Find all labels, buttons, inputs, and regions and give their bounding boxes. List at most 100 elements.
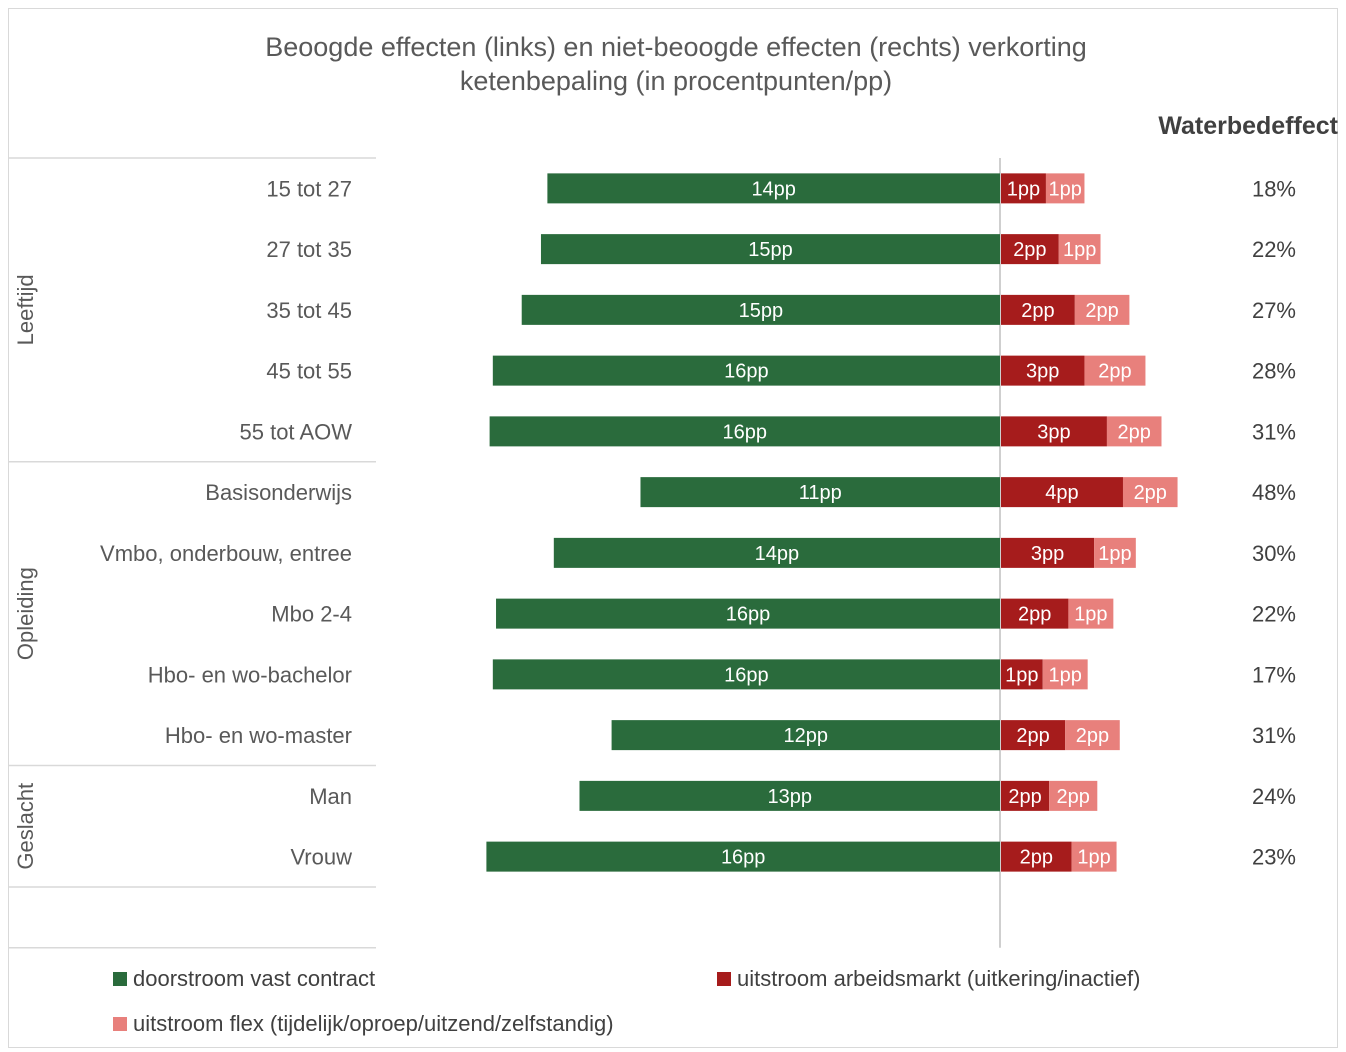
category-label: 35 tot 45 <box>266 298 352 323</box>
bar-label-uitstroom-flex: 1pp <box>1049 178 1082 200</box>
bar-doorstroom <box>640 477 1000 508</box>
bar-label-doorstroom: 15pp <box>748 239 793 261</box>
category-label: 15 tot 27 <box>266 176 352 201</box>
bar-uitstroom-flex <box>1065 720 1120 751</box>
group-label-opleiding: Opleiding <box>13 567 38 660</box>
bar-doorstroom <box>553 537 1000 568</box>
bar-label-doorstroom: 14pp <box>751 178 796 200</box>
waterbedeffect-value: 31% <box>1252 419 1296 444</box>
bar-label-uitstroom-flex: 2pp <box>1118 421 1151 443</box>
bar-uitstroom-arbeidsmarkt <box>1001 416 1107 447</box>
bar-uitstroom-arbeidsmarkt <box>1001 780 1050 811</box>
bar-doorstroom <box>489 416 1000 447</box>
bar-label-uitstroom-arbeidsmarkt: 2pp <box>1021 300 1054 322</box>
bar-uitstroom-flex <box>1068 598 1114 629</box>
bar-doorstroom <box>540 234 1000 265</box>
bar-label-uitstroom-arbeidsmarkt: 2pp <box>1018 604 1051 626</box>
bar-label-uitstroom-flex: 2pp <box>1076 725 1109 747</box>
category-label: 27 tot 35 <box>266 237 352 262</box>
bar-doorstroom <box>547 173 1000 204</box>
bar-label-uitstroom-arbeidsmarkt: 1pp <box>1007 178 1040 200</box>
waterbedeffect-value: 22% <box>1252 602 1296 627</box>
bar-label-doorstroom: 16pp <box>721 847 766 869</box>
waterbedeffect-value: 31% <box>1252 723 1296 748</box>
bar-label-doorstroom: 16pp <box>724 361 769 383</box>
bar-label-doorstroom: 16pp <box>726 604 771 626</box>
bar-uitstroom-arbeidsmarkt <box>1001 355 1085 386</box>
bar-label-uitstroom-arbeidsmarkt: 2pp <box>1016 725 1049 747</box>
bar-label-uitstroom-arbeidsmarkt: 3pp <box>1026 361 1059 383</box>
legend-label-uitstroom-arbeidsmarkt: uitstroom arbeidsmarkt (uitkering/inacti… <box>737 966 1141 991</box>
category-label: Vmbo, onderbouw, entree <box>100 541 352 566</box>
bar-doorstroom <box>492 355 1000 386</box>
legend-label-uitstroom-flex: uitstroom flex (tijdelijk/oproep/uitzend… <box>133 1011 614 1036</box>
bar-label-uitstroom-flex: 2pp <box>1134 482 1167 504</box>
legend-swatch-uitstroom-flex <box>113 1017 127 1031</box>
group-label-geslacht: Geslacht <box>13 783 38 870</box>
bar-uitstroom-arbeidsmarkt <box>1001 720 1066 751</box>
bar-doorstroom <box>492 659 1000 690</box>
bar-uitstroom-arbeidsmarkt <box>1001 841 1072 872</box>
waterbedeffect-value: 48% <box>1252 480 1296 505</box>
waterbedeffect-value: 23% <box>1252 845 1296 870</box>
bar-label-uitstroom-flex: 1pp <box>1074 604 1107 626</box>
bar-uitstroom-flex <box>1106 416 1162 447</box>
bar-label-uitstroom-flex: 1pp <box>1063 239 1096 261</box>
waterbedeffect-value: 28% <box>1252 359 1296 384</box>
bar-label-uitstroom-flex: 1pp <box>1098 543 1131 565</box>
bar-label-uitstroom-arbeidsmarkt: 2pp <box>1008 786 1041 808</box>
bar-label-uitstroom-arbeidsmarkt: 3pp <box>1037 421 1070 443</box>
bar-uitstroom-flex <box>1074 294 1130 325</box>
bar-doorstroom <box>521 294 1000 325</box>
category-label: Hbo- en wo-bachelor <box>148 662 352 687</box>
waterbedeffect-value: 24% <box>1252 784 1296 809</box>
bar-label-uitstroom-flex: 1pp <box>1077 847 1110 869</box>
waterbedeffect-value: 17% <box>1252 662 1296 687</box>
category-label: Hbo- en wo-master <box>165 723 352 748</box>
bar-uitstroom-flex <box>1122 477 1178 508</box>
bar-label-doorstroom: 14pp <box>755 543 800 565</box>
bar-uitstroom-flex <box>1071 841 1117 872</box>
bar-label-uitstroom-flex: 2pp <box>1098 361 1131 383</box>
bar-uitstroom-arbeidsmarkt <box>1001 537 1095 568</box>
bar-label-doorstroom: 15pp <box>739 300 784 322</box>
bar-label-uitstroom-arbeidsmarkt: 1pp <box>1005 664 1038 686</box>
category-label: Vrouw <box>290 845 352 870</box>
waterbedeffect-value: 22% <box>1252 237 1296 262</box>
bar-uitstroom-flex <box>1042 659 1088 690</box>
legend-item-uitstroom-flex: uitstroom flex (tijdelijk/oproep/uitzend… <box>113 1011 614 1037</box>
bar-label-uitstroom-flex: 2pp <box>1085 300 1118 322</box>
legend-label-doorstroom: doorstroom vast contract <box>133 966 376 991</box>
bar-uitstroom-flex <box>1094 537 1136 568</box>
bar-label-doorstroom: 11pp <box>799 482 842 504</box>
bar-uitstroom-flex <box>1049 780 1098 811</box>
category-label: Mbo 2-4 <box>271 602 352 627</box>
bar-uitstroom-flex <box>1045 173 1085 204</box>
bar-label-doorstroom: 16pp <box>724 664 769 686</box>
legend-swatch-uitstroom-arbeidsmarkt <box>717 972 731 986</box>
bar-label-uitstroom-flex: 2pp <box>1057 786 1090 808</box>
bar-uitstroom-arbeidsmarkt <box>1001 477 1123 508</box>
bar-label-doorstroom: 12pp <box>784 725 829 747</box>
category-label: 45 tot 55 <box>266 359 352 384</box>
bar-label-doorstroom: 13pp <box>767 786 812 808</box>
legend-swatch-doorstroom <box>113 972 127 986</box>
bar-uitstroom-arbeidsmarkt <box>1001 294 1075 325</box>
waterbedeffect-header: Waterbedeffect <box>1158 112 1338 140</box>
bar-doorstroom <box>611 720 1000 751</box>
waterbedeffect-value: 27% <box>1252 298 1296 323</box>
category-label: Man <box>309 784 352 809</box>
bar-doorstroom <box>486 841 1000 872</box>
bar-uitstroom-arbeidsmarkt <box>1001 659 1043 690</box>
bar-label-uitstroom-arbeidsmarkt: 4pp <box>1045 482 1078 504</box>
group-label-leeftijd: Leeftijd <box>13 274 38 345</box>
bar-uitstroom-arbeidsmarkt <box>1001 598 1069 629</box>
bar-label-uitstroom-flex: 1pp <box>1049 664 1082 686</box>
bar-doorstroom <box>579 780 1000 811</box>
bar-uitstroom-flex <box>1084 355 1146 386</box>
bar-label-uitstroom-arbeidsmarkt: 2pp <box>1013 239 1046 261</box>
legend-item-uitstroom-arbeidsmarkt: uitstroom arbeidsmarkt (uitkering/inacti… <box>717 966 1140 992</box>
bar-uitstroom-arbeidsmarkt <box>1001 234 1059 265</box>
bar-label-uitstroom-arbeidsmarkt: 3pp <box>1031 543 1064 565</box>
